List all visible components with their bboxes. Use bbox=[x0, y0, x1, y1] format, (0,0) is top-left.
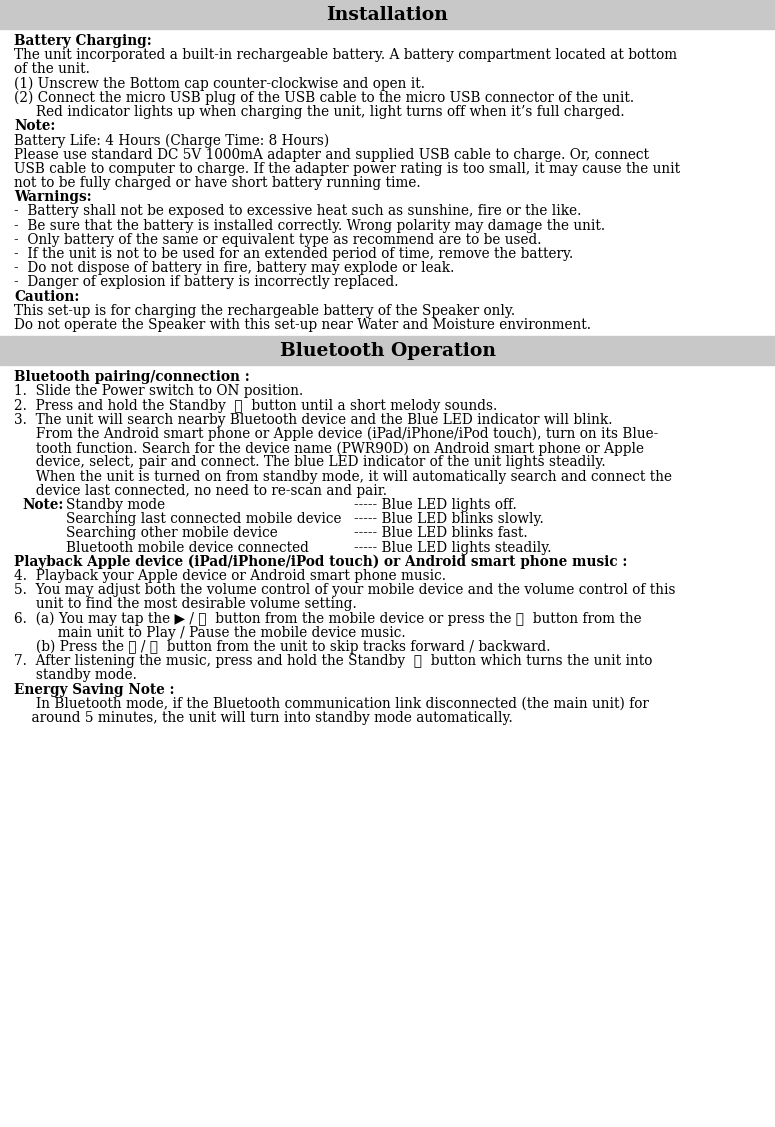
Text: around 5 minutes, the unit will turn into standby mode automatically.: around 5 minutes, the unit will turn int… bbox=[14, 711, 513, 725]
Text: In Bluetooth mode, if the Bluetooth communication link disconnected (the main un: In Bluetooth mode, if the Bluetooth comm… bbox=[14, 696, 649, 711]
Text: not to be fully charged or have short battery running time.: not to be fully charged or have short ba… bbox=[14, 176, 421, 190]
Text: 4.  Playback your Apple device or Android smart phone music.: 4. Playback your Apple device or Android… bbox=[14, 569, 446, 583]
Text: Searching other mobile device: Searching other mobile device bbox=[66, 526, 277, 541]
Text: Bluetooth Operation: Bluetooth Operation bbox=[280, 341, 495, 360]
Text: 6.  (a) You may tap the ▶ / ⏸  button from the mobile device or press the ⏯  but: 6. (a) You may tap the ▶ / ⏸ button from… bbox=[14, 612, 642, 625]
Text: ----- Blue LED lights steadily.: ----- Blue LED lights steadily. bbox=[354, 541, 552, 554]
Text: This set-up is for charging the rechargeable battery of the Speaker only.: This set-up is for charging the recharge… bbox=[14, 304, 515, 318]
Text: 1.  Slide the Power switch to ON position.: 1. Slide the Power switch to ON position… bbox=[14, 384, 303, 399]
Text: main unit to Play / Pause the mobile device music.: main unit to Play / Pause the mobile dev… bbox=[14, 625, 405, 640]
Text: 5.  You may adjust both the volume control of your mobile device and the volume : 5. You may adjust both the volume contro… bbox=[14, 583, 676, 597]
Text: Battery Charging:: Battery Charging: bbox=[14, 34, 152, 48]
Text: device last connected, no need to re-scan and pair.: device last connected, no need to re-sca… bbox=[14, 483, 387, 498]
Bar bbox=[0, 336, 775, 365]
Text: ----- Blue LED blinks slowly.: ----- Blue LED blinks slowly. bbox=[354, 512, 544, 526]
Text: ----- Blue LED blinks fast.: ----- Blue LED blinks fast. bbox=[354, 526, 528, 541]
Text: -  Battery shall not be exposed to excessive heat such as sunshine, fire or the : - Battery shall not be exposed to excess… bbox=[14, 204, 581, 219]
Text: unit to find the most desirable volume setting.: unit to find the most desirable volume s… bbox=[14, 597, 356, 612]
Text: 2.  Press and hold the Standby  ⏻  button until a short melody sounds.: 2. Press and hold the Standby ⏻ button u… bbox=[14, 399, 498, 412]
Text: (2) Connect the micro USB plug of the USB cable to the micro USB connector of th: (2) Connect the micro USB plug of the US… bbox=[14, 91, 634, 105]
Text: When the unit is turned on from standby mode, it will automatically search and c: When the unit is turned on from standby … bbox=[14, 470, 672, 483]
Text: Bluetooth pairing/connection :: Bluetooth pairing/connection : bbox=[14, 370, 250, 384]
Text: Searching last connected mobile device: Searching last connected mobile device bbox=[66, 512, 342, 526]
Text: Playback Apple device (iPad/iPhone/iPod touch) or Android smart phone music :: Playback Apple device (iPad/iPhone/iPod … bbox=[14, 554, 628, 569]
Text: USB cable to computer to charge. If the adapter power rating is too small, it ma: USB cable to computer to charge. If the … bbox=[14, 162, 680, 176]
Text: -  Be sure that the battery is installed correctly. Wrong polarity may damage th: - Be sure that the battery is installed … bbox=[14, 219, 605, 232]
Text: tooth function. Search for the device name (PWR90D) on Android smart phone or Ap: tooth function. Search for the device na… bbox=[14, 441, 644, 455]
Text: (1) Unscrew the Bottom cap counter-clockwise and open it.: (1) Unscrew the Bottom cap counter-clock… bbox=[14, 77, 425, 91]
Text: Note:: Note: bbox=[14, 119, 55, 133]
Text: The unit incorporated a built-in rechargeable battery. A battery compartment loc: The unit incorporated a built-in recharg… bbox=[14, 48, 677, 62]
Text: 3.  The unit will search nearby Bluetooth device and the Blue LED indicator will: 3. The unit will search nearby Bluetooth… bbox=[14, 412, 612, 427]
Text: Do not operate the Speaker with this set-up near Water and Moisture environment.: Do not operate the Speaker with this set… bbox=[14, 318, 591, 332]
Bar bbox=[0, 0, 775, 29]
Text: -  Do not dispose of battery in fire, battery may explode or leak.: - Do not dispose of battery in fire, bat… bbox=[14, 261, 454, 275]
Text: of the unit.: of the unit. bbox=[14, 62, 90, 77]
Text: Installation: Installation bbox=[326, 6, 449, 24]
Text: 7.  After listening the music, press and hold the Standby  ⏻  button which turns: 7. After listening the music, press and … bbox=[14, 654, 653, 668]
Text: Bluetooth mobile device connected: Bluetooth mobile device connected bbox=[66, 541, 309, 554]
Text: Energy Saving Note :: Energy Saving Note : bbox=[14, 683, 174, 696]
Text: (b) Press the ⏭ / ⏮  button from the unit to skip tracks forward / backward.: (b) Press the ⏭ / ⏮ button from the unit… bbox=[14, 640, 550, 655]
Text: Battery Life: 4 Hours (Charge Time: 8 Hours): Battery Life: 4 Hours (Charge Time: 8 Ho… bbox=[14, 133, 329, 148]
Text: Caution:: Caution: bbox=[14, 290, 79, 303]
Text: ----- Blue LED lights off.: ----- Blue LED lights off. bbox=[354, 498, 517, 512]
Text: -  Only battery of the same or equivalent type as recommend are to be used.: - Only battery of the same or equivalent… bbox=[14, 233, 542, 247]
Text: Please use standard DC 5V 1000mA adapter and supplied USB cable to charge. Or, c: Please use standard DC 5V 1000mA adapter… bbox=[14, 148, 649, 161]
Text: Standby mode: Standby mode bbox=[66, 498, 165, 512]
Text: device, select, pair and connect. The blue LED indicator of the unit lights stea: device, select, pair and connect. The bl… bbox=[14, 455, 605, 470]
Text: From the Android smart phone or Apple device (iPad/iPhone/iPod touch), turn on i: From the Android smart phone or Apple de… bbox=[14, 427, 658, 442]
Text: Red indicator lights up when charging the unit, light turns off when it’s full c: Red indicator lights up when charging th… bbox=[14, 105, 625, 119]
Text: Warnings:: Warnings: bbox=[14, 190, 91, 204]
Text: -  Danger of explosion if battery is incorrectly replaced.: - Danger of explosion if battery is inco… bbox=[14, 275, 398, 290]
Text: Note:: Note: bbox=[22, 498, 64, 512]
Text: -  If the unit is not to be used for an extended period of time, remove the batt: - If the unit is not to be used for an e… bbox=[14, 247, 574, 261]
Text: standby mode.: standby mode. bbox=[14, 668, 137, 683]
